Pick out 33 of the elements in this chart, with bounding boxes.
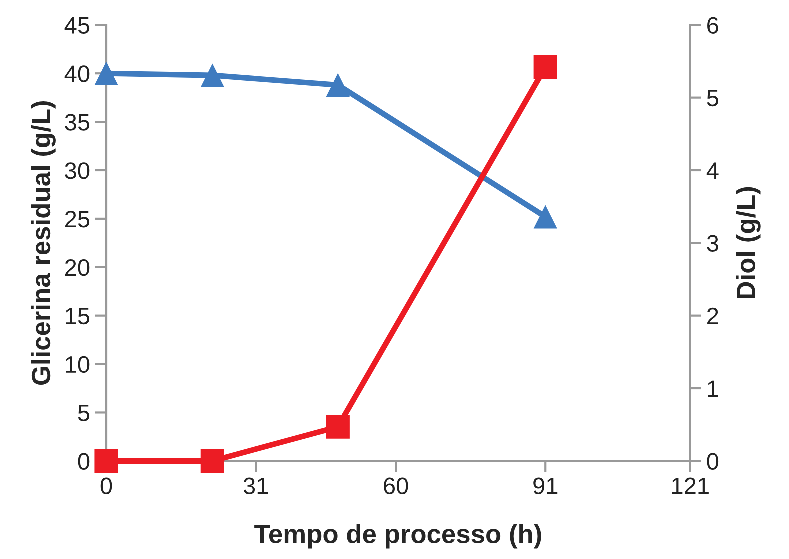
x-tick-label: 91 (534, 478, 558, 494)
y2-tick-label: 1 (708, 380, 718, 398)
point (326, 415, 350, 439)
y-tick-label: 40 (64, 66, 90, 82)
y-tick-label: 35 (65, 114, 90, 131)
point (534, 56, 558, 80)
point (326, 73, 350, 98)
x-tick-label: 0 (100, 478, 112, 494)
point (200, 64, 224, 88)
y2-tick-label: 6 (708, 17, 718, 34)
y2-tick-label: 3 (707, 235, 718, 252)
y-tick-label: 15 (66, 308, 90, 325)
y2-tick-label: 2 (708, 308, 718, 324)
y-tick-label: 10 (66, 356, 90, 374)
y-tick-label: 0 (78, 453, 90, 470)
y-axis-title: Glicerina residual (g/L) (31, 101, 56, 386)
x-tick-label: 60 (384, 478, 408, 494)
point (94, 449, 118, 473)
x-tick-label: 121 (672, 478, 709, 494)
point (200, 449, 224, 473)
y-tick-label: 45 (64, 17, 90, 34)
point (534, 205, 558, 229)
y2-axis-title: Diol (g/L) (736, 187, 761, 299)
y2-tick-label: 4 (706, 162, 719, 180)
x-tick-label: 31 (244, 478, 268, 494)
y-tick-label: 5 (78, 405, 90, 422)
point (94, 62, 118, 86)
y-tick-label: 20 (65, 259, 90, 276)
x-axis-title: Tempo de processo (h) (254, 524, 542, 549)
y-tick-label: 25 (65, 211, 90, 228)
y-tick-label: 30 (65, 162, 90, 180)
y2-tick-label: 0 (707, 453, 719, 470)
y2-tick-label: 5 (707, 90, 718, 107)
